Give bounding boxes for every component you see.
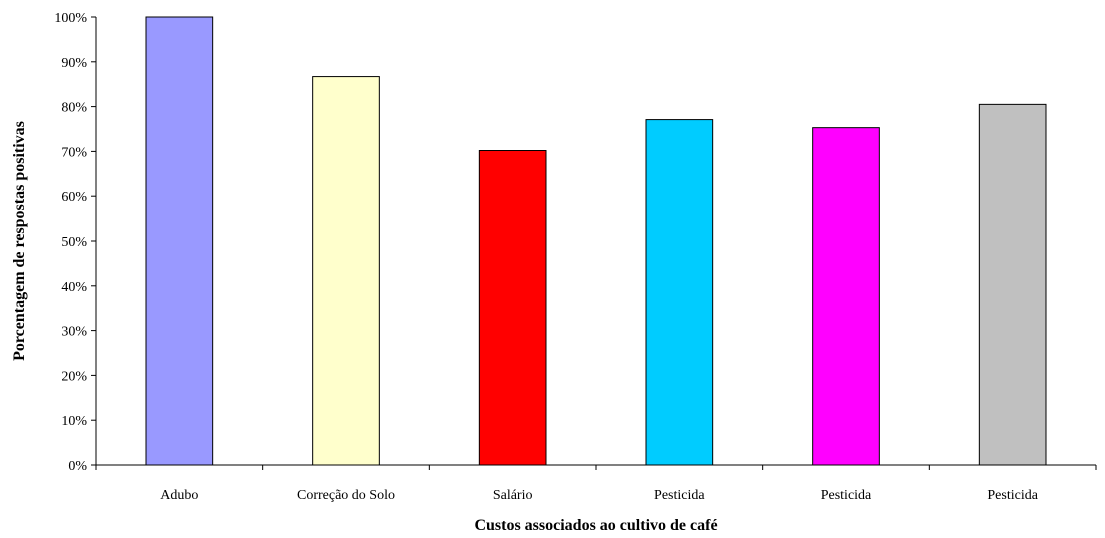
x-category-label: Salário — [493, 488, 533, 503]
y-axis-title: Porcentagem de respostas positivas — [11, 121, 28, 361]
bar-4 — [812, 127, 880, 466]
y-tick-label: 40% — [61, 280, 87, 295]
bars — [145, 16, 1047, 466]
y-tick-label: 100% — [54, 11, 87, 26]
bar-2 — [478, 150, 547, 466]
x-category-label: Pesticida — [987, 488, 1038, 503]
x-category-label: Correção do Solo — [297, 488, 395, 503]
y-tick-label: 50% — [61, 235, 87, 250]
bar-5 — [978, 103, 1047, 466]
y-tick-label: 70% — [61, 145, 87, 160]
x-category-label: Pesticida — [821, 488, 872, 503]
y-tick-label: 60% — [61, 190, 87, 205]
y-tick-label: 30% — [61, 325, 87, 340]
x-category-label: Pesticida — [654, 488, 705, 503]
x-axis-title: Custos associados ao cultivo de café — [474, 517, 717, 534]
x-axis-ticks: Adubo Correção do Solo Salário Pesticida Pes… — [95, 465, 1097, 503]
bar-3 — [645, 119, 714, 466]
y-tick-label: 80% — [61, 101, 87, 116]
y-tick-label: 10% — [61, 414, 87, 429]
bar-0 — [145, 16, 214, 466]
y-tick-label: 20% — [61, 369, 87, 384]
y-tick-label: 0% — [68, 459, 87, 474]
y-axis-ticks: 0% 10% 20% 30% 40% 50% 60% 70% 80% 90% 100% — [54, 11, 96, 474]
x-category-label: Adubo — [160, 488, 198, 503]
y-tick-label: 90% — [61, 56, 87, 71]
bar-1 — [312, 76, 380, 466]
